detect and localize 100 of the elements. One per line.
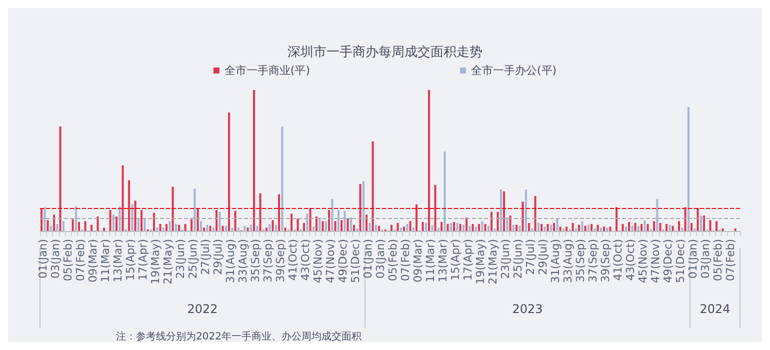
bar	[590, 224, 593, 231]
bar	[259, 193, 262, 231]
bar	[496, 212, 499, 231]
x-tick-label: 23(Jun)	[499, 239, 512, 279]
bar	[668, 224, 671, 231]
x-tick-label: 31(Aug)	[549, 239, 562, 284]
bar	[303, 222, 306, 231]
bar	[446, 224, 449, 231]
x-tick-label: 25(Jun)	[512, 239, 525, 279]
bar	[372, 141, 374, 231]
bar	[537, 222, 540, 231]
bar	[212, 228, 214, 231]
bar	[466, 217, 468, 231]
bar	[531, 228, 534, 231]
bar	[622, 224, 624, 231]
bar	[456, 222, 458, 231]
bar	[559, 226, 562, 231]
x-tick-label: 37(Sep)	[262, 239, 275, 282]
bar	[184, 224, 186, 231]
bar	[709, 220, 712, 231]
bar	[153, 212, 156, 231]
bar	[703, 215, 706, 231]
bar	[696, 208, 699, 231]
x-tick-label: 25(Jun)	[186, 239, 200, 279]
bar	[306, 214, 308, 231]
chart-title: 深圳市一手商办每周成交面积走势	[288, 44, 482, 60]
bar	[524, 190, 527, 231]
bar	[250, 224, 252, 231]
bar	[128, 180, 130, 231]
bar	[256, 226, 258, 231]
bar	[431, 225, 434, 231]
bar	[40, 209, 43, 231]
bar	[84, 221, 86, 231]
bar	[574, 228, 577, 231]
bar	[322, 221, 324, 231]
x-tick-label: 09(Mar)	[86, 239, 100, 282]
x-tick-label: 27(Jul)	[199, 239, 212, 275]
bar	[218, 212, 221, 231]
bar	[424, 222, 427, 231]
bar	[331, 198, 334, 231]
x-tick-label: 31(Aug)	[224, 239, 238, 284]
bar	[690, 222, 693, 231]
bar	[578, 224, 580, 231]
x-tick-label: 29(Jul)	[212, 239, 225, 275]
bar	[366, 214, 368, 231]
bar	[46, 220, 49, 231]
x-tick-label: 07(Feb)	[724, 239, 738, 282]
text: 2024	[700, 302, 730, 316]
bar	[587, 224, 590, 231]
bar	[253, 90, 256, 231]
bar	[509, 215, 512, 231]
bar	[166, 224, 168, 231]
x-tick-label: 47(Nov)	[324, 239, 338, 284]
bar	[550, 224, 552, 231]
bar	[412, 228, 414, 231]
bar	[53, 214, 56, 231]
bar	[140, 210, 143, 231]
x-tick-label: 03(Jan)	[374, 239, 388, 279]
bar	[134, 200, 136, 231]
bar	[281, 126, 284, 231]
bar	[481, 221, 484, 231]
x-tick-label: 39(Sep)	[599, 239, 612, 282]
bar	[144, 218, 146, 231]
bar	[203, 228, 206, 231]
bar	[666, 224, 668, 231]
x-tick-label: 09(Mar)	[412, 239, 425, 282]
bar	[556, 218, 558, 231]
bar	[266, 228, 268, 231]
text: 2022	[187, 302, 218, 316]
bar	[512, 224, 514, 231]
bar	[659, 222, 662, 231]
legend-label: 全市一手办公(平)	[471, 64, 557, 77]
bar	[437, 228, 440, 231]
x-tick-label: 17(Apr)	[136, 239, 150, 281]
bar	[500, 190, 502, 231]
bar	[137, 218, 140, 231]
bar	[74, 206, 77, 231]
bar	[168, 221, 171, 231]
bar	[59, 126, 62, 231]
bar	[316, 216, 318, 231]
bar	[644, 220, 646, 231]
bar	[206, 224, 208, 231]
bar	[546, 224, 549, 231]
x-tick-label: 17(Apr)	[462, 239, 475, 281]
bar	[503, 191, 506, 231]
x-tick-label: 15(Apr)	[449, 239, 462, 281]
bar	[237, 228, 240, 231]
bar	[700, 215, 702, 231]
bar	[224, 226, 227, 231]
bar	[112, 214, 114, 231]
bar	[324, 221, 327, 231]
bar	[268, 224, 271, 231]
bar	[190, 219, 193, 231]
bar	[374, 224, 377, 231]
bar	[400, 228, 402, 231]
bar	[50, 226, 52, 231]
bar	[378, 226, 380, 231]
bar	[428, 90, 430, 231]
bar	[606, 228, 608, 231]
bar	[296, 218, 299, 231]
